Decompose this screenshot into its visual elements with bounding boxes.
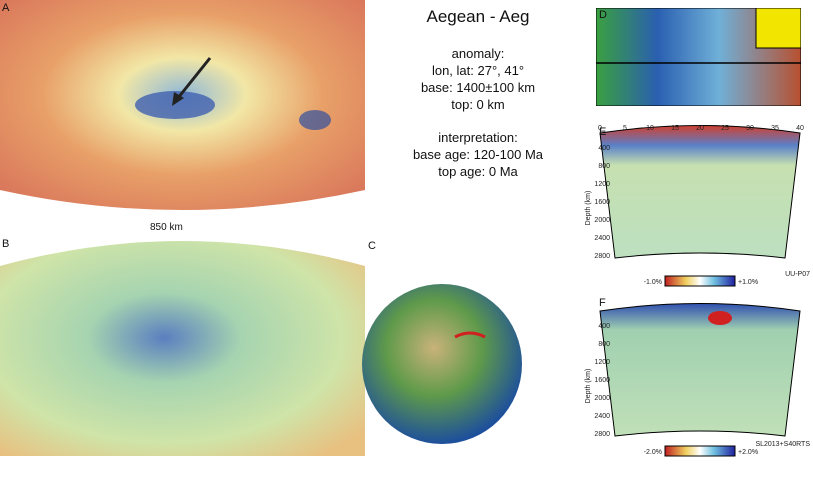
depth-tick: 1200 [594,359,610,366]
depth-tick: 1600 [594,377,610,384]
section-e: 400 800 1200 1600 2000 2400 2800 0 5 10 15 20 25 30 35… [585,125,810,287]
map-a [0,0,365,210]
region [454,331,486,339]
arrow [176,57,212,99]
colorbar [664,445,736,457]
globe-body [362,284,522,444]
panel-label: A [2,2,10,14]
cbar-max: +1.0% [738,279,758,286]
text: top age: 0 Ma [438,164,518,179]
map-field [0,241,365,456]
section-field [599,125,801,259]
panel-label: E [599,126,607,138]
depth-tick: 400 [598,323,610,330]
depth-tick: 800 [598,163,610,170]
section-field [599,303,801,437]
axis-label: Depth (km) [585,191,592,226]
title: Aegean - Aeg [426,7,530,26]
text: anomaly: [451,46,505,61]
depth-tick: 400 [598,145,610,152]
top-tick: 10 [646,125,654,132]
inset [755,8,801,49]
globe [362,284,522,444]
model-name: UU-P07 [785,271,810,278]
anomaly [708,311,732,325]
cbar-min: -2.0% [644,449,662,456]
depth-tick: 2000 [594,395,610,402]
depth-tick: 800 [598,341,610,348]
text: base age: 120-100 Ma [412,147,544,162]
depth-tick: 2000 [594,217,610,224]
colorbar [664,275,736,287]
panel-label: D [599,9,607,21]
scale: 850 km [150,222,183,233]
anomaly [299,110,331,130]
top-tick: 25 [721,125,729,132]
model-name: SL2013+S40RTS [755,441,810,448]
map-b [0,241,365,456]
text: interpretation: [438,130,518,145]
top-tick: 5 [623,125,627,132]
depth-tick: 2400 [594,235,610,242]
top-tick: 20 [696,125,704,132]
depth-tick: 2400 [594,413,610,420]
info: Aegean - Aeg anomaly: lon, lat: 27°, 41°… [380,8,576,180]
top-tick: 30 [746,125,754,132]
panel-label: C [368,240,376,252]
text: base: 1400±100 km [420,80,536,95]
anomaly [135,91,215,119]
map-d [596,8,801,106]
depth-tick: 1200 [594,181,610,188]
text: lon, lat: 27°, 41° [431,63,525,78]
top-tick: 40 [796,125,804,132]
top-tick: 15 [671,125,679,132]
cbar-max: +2.0% [738,449,758,456]
panel-label: F [599,297,606,309]
section-f: 400 800 1200 1600 2000 2400 2800 Depth (km) -2.0… [585,303,810,457]
axis-label: Depth (km) [585,369,592,404]
panel-label: B [2,238,10,250]
depth-tick: 1600 [594,199,610,206]
cbar-min: -1.0% [644,279,662,286]
top-tick: 35 [771,125,779,132]
depth-tick: 2800 [594,253,610,260]
text: top: 0 km [451,97,505,112]
top-tick: 0 [598,125,602,132]
arrow-head [172,92,184,106]
depth-tick: 2800 [594,431,610,438]
